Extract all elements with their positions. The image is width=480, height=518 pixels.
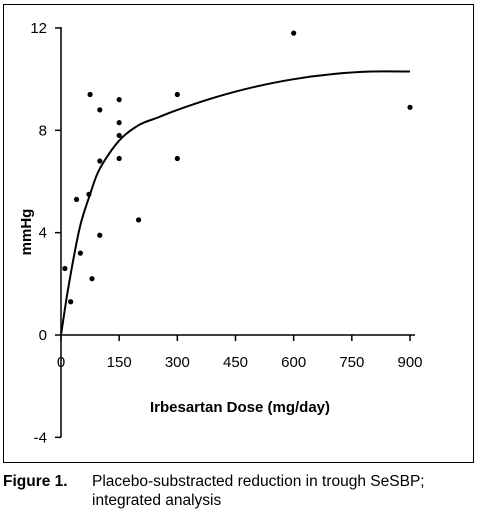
y-tick-label: 8 xyxy=(39,122,47,139)
y-axis-title: mmHg xyxy=(18,209,35,256)
data-point xyxy=(135,217,142,223)
x-tick-label: 150 xyxy=(107,354,132,371)
data-point xyxy=(174,91,180,98)
x-axis-title: Irbesartan Dose (mg/day) xyxy=(150,399,330,416)
y-tick-label: 12 xyxy=(30,20,47,37)
data-point xyxy=(116,155,122,162)
x-tick-label: 600 xyxy=(281,354,306,371)
caption-text: Placebo-substracted reduction in trough … xyxy=(92,473,425,509)
x-tick-label: 750 xyxy=(339,354,364,371)
data-point xyxy=(68,299,74,305)
data-point xyxy=(62,265,68,272)
data-point xyxy=(116,97,122,103)
data-point xyxy=(291,30,297,36)
data-point xyxy=(174,155,180,162)
axes xyxy=(60,27,415,438)
data-point xyxy=(97,107,103,113)
data-point xyxy=(407,104,413,110)
data-point xyxy=(116,132,122,139)
fit-curve xyxy=(60,70,411,336)
data-point xyxy=(89,276,95,282)
data-point xyxy=(97,158,103,164)
data-points xyxy=(62,30,413,305)
y-tick-label: 4 xyxy=(39,225,47,242)
tick-group: -4 0 4 8 12 0 150 300 450 600 750 900 xyxy=(30,20,422,446)
data-point xyxy=(116,120,122,126)
x-tick-label: 300 xyxy=(165,354,190,371)
chart: -4 0 4 8 12 0 150 300 450 600 750 900 mmHg Irbesart… xyxy=(18,20,423,446)
x-tick-label: 450 xyxy=(223,354,248,371)
data-point xyxy=(77,250,83,256)
x-tick-label: 900 xyxy=(397,354,422,371)
y-tick-label: -4 xyxy=(34,429,47,446)
x-tick-label: 0 xyxy=(57,354,65,371)
y-tick-label: 0 xyxy=(39,327,47,344)
data-point xyxy=(86,191,92,197)
data-point xyxy=(97,232,103,238)
figure-frame xyxy=(3,4,474,463)
data-point xyxy=(73,196,80,203)
caption-label: Figure 1. xyxy=(3,473,68,490)
data-point xyxy=(87,91,93,98)
